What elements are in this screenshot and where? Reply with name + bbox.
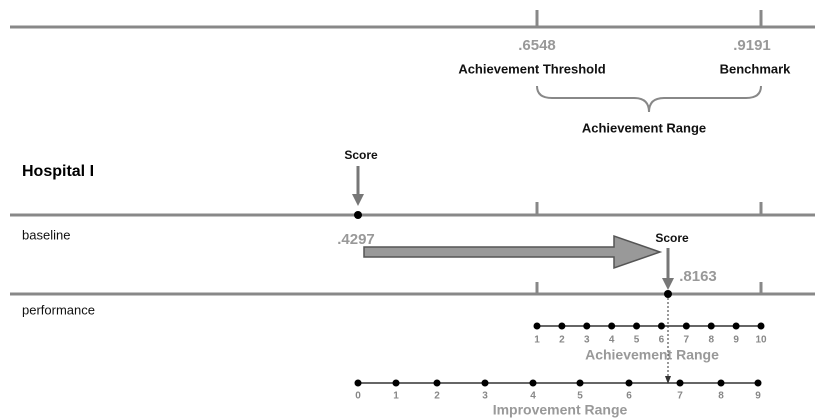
scale-dot	[433, 379, 441, 387]
baseline-value: .4297	[337, 231, 375, 248]
scale-dot	[576, 379, 584, 387]
scale-label: 8	[718, 391, 724, 402]
scale-label: 6	[626, 391, 632, 402]
scale-label: 1	[393, 391, 399, 402]
scale-label: 2	[559, 335, 565, 346]
arrowhead	[665, 376, 671, 384]
achievement-range: Achievement Range	[585, 347, 719, 363]
scale-dot	[533, 322, 541, 330]
benchmark-label: Benchmark	[720, 61, 792, 76]
scale-label: 10	[755, 335, 767, 346]
scale-dot	[481, 379, 489, 387]
baseline-dot	[354, 211, 362, 219]
scale-label: 4	[609, 335, 615, 346]
scale-dot	[608, 322, 616, 330]
scale-label: 3	[584, 335, 590, 346]
performance-value: .8163	[679, 268, 717, 285]
scale-dot	[757, 322, 765, 330]
scale-dot	[717, 379, 725, 387]
scale-label: 7	[677, 391, 683, 402]
scale-label: 0	[355, 391, 361, 402]
scale-label: 1	[534, 335, 540, 346]
scale-dot	[633, 322, 641, 330]
score-label: Score	[344, 148, 378, 162]
scale-dot	[392, 379, 400, 387]
scale-label: 5	[634, 335, 640, 346]
scale-dot	[354, 379, 362, 387]
scale-dot	[754, 379, 762, 387]
baseline-row: baseline	[22, 227, 70, 242]
scale-label: 9	[755, 391, 761, 402]
threshold-value: .6548	[518, 37, 556, 54]
scale-label: 2	[434, 391, 440, 402]
scale-dot	[707, 322, 715, 330]
arrowhead	[352, 194, 364, 206]
scale-dot	[583, 322, 591, 330]
scale-label: 8	[708, 335, 714, 346]
scale-dot	[558, 322, 566, 330]
scale-dot	[676, 379, 684, 387]
scale-label: 4	[530, 391, 536, 402]
range-label: Achievement Range	[582, 120, 706, 135]
scale-dot	[682, 322, 690, 330]
scale-label: 6	[659, 335, 665, 346]
improvement-arrow	[363, 234, 663, 270]
scale-dot	[732, 322, 740, 330]
scale-dot	[657, 322, 665, 330]
performance-row: performance	[22, 302, 95, 317]
scale-label: 9	[733, 335, 739, 346]
scale-label: 7	[684, 335, 690, 346]
threshold-label: Achievement Threshold	[458, 61, 605, 76]
scale-dot	[625, 379, 633, 387]
rules	[10, 10, 815, 296]
improvement-range: Improvement Range	[493, 402, 628, 418]
arrowhead	[662, 278, 674, 290]
scale-dot	[529, 379, 537, 387]
benchmark-value: .9191	[733, 37, 771, 54]
brace	[536, 85, 762, 113]
scale-label: 5	[577, 391, 583, 402]
scale-label: 3	[482, 391, 488, 402]
performance-dot	[664, 290, 672, 298]
score-label: Score	[655, 231, 689, 245]
hospital-name: Hospital I	[22, 163, 94, 180]
